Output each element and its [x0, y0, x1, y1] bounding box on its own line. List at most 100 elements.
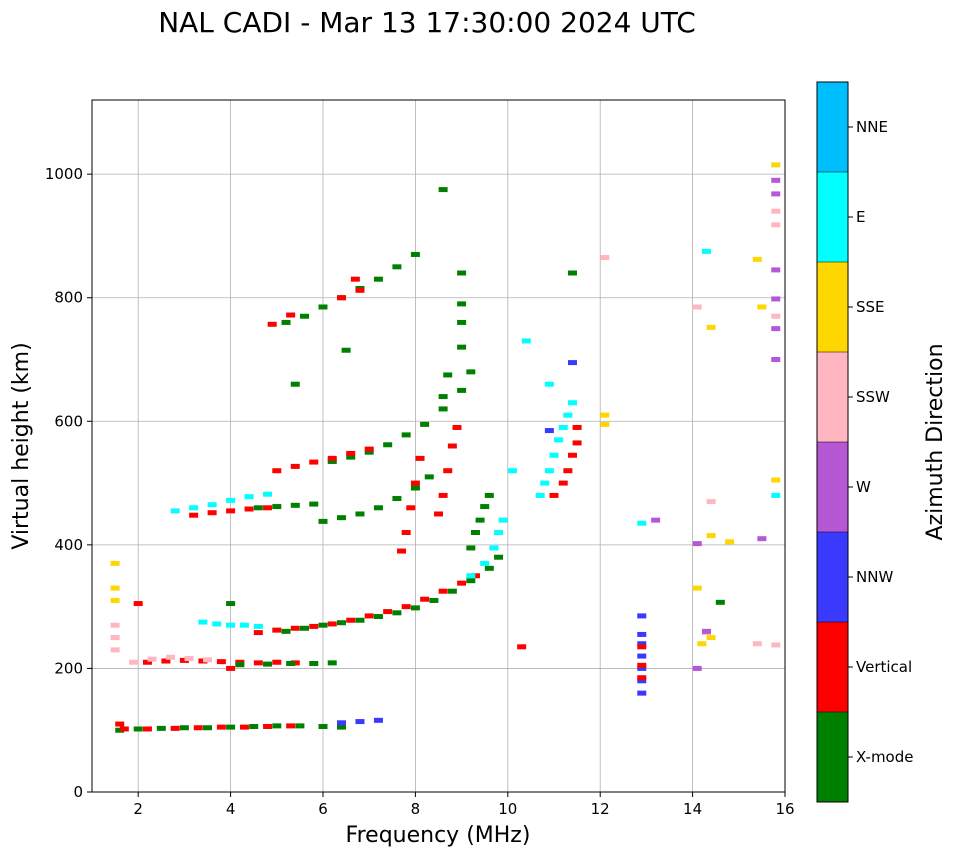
- echo-point: [470, 530, 480, 535]
- echo-point: [392, 496, 402, 502]
- echo-point: [771, 313, 781, 319]
- trace-e: [466, 517, 508, 579]
- echo-point: [549, 452, 559, 458]
- echo-point: [692, 304, 702, 310]
- echo-point: [392, 610, 402, 616]
- gridlines: [92, 100, 786, 793]
- echo-point: [350, 276, 360, 282]
- echo-point: [373, 505, 383, 511]
- echo-point: [544, 468, 554, 474]
- echo-point: [706, 324, 716, 330]
- echo-point: [133, 726, 143, 732]
- echo-point: [457, 344, 467, 350]
- trace-nnw: [336, 717, 383, 726]
- colorbar-tick-label: W: [856, 478, 871, 496]
- echo-point: [637, 644, 647, 650]
- echo-point: [424, 474, 434, 480]
- echo-point: [434, 511, 443, 517]
- echo-point: [355, 617, 365, 623]
- echo-point: [355, 511, 365, 517]
- plot-area: 2 4 6 8 10 12 14 16 0 200 400 600 800 1000: [45, 99, 795, 818]
- colorbar-swatch: [817, 82, 848, 172]
- echo-point: [281, 628, 291, 634]
- echo-point: [290, 625, 300, 631]
- echo-point: [286, 660, 296, 666]
- y-axis-ticks: 0 200 400 600 800 1000: [45, 165, 92, 801]
- trace-e: [170, 491, 273, 514]
- echo-point: [457, 387, 467, 393]
- echo-point: [226, 724, 236, 730]
- trace-e: [507, 248, 781, 526]
- echo-point: [410, 251, 420, 257]
- colorbar-tick-label: NNW: [856, 568, 893, 586]
- colorbar-tick-label: SSE: [856, 298, 885, 316]
- echo-point: [410, 605, 420, 611]
- echo-point: [336, 295, 346, 301]
- echo-point: [715, 599, 725, 605]
- echo-point: [706, 533, 716, 539]
- echo-point: [327, 621, 337, 627]
- echo-point: [110, 585, 120, 591]
- echo-point: [410, 480, 420, 486]
- echo-point: [216, 659, 226, 665]
- echo-point: [170, 725, 180, 731]
- echo-point: [415, 455, 425, 461]
- echo-point: [447, 588, 457, 594]
- echo-point: [447, 443, 457, 449]
- echo-point: [507, 468, 517, 474]
- echo-point: [226, 665, 236, 671]
- echo-point: [226, 508, 236, 514]
- echo-point: [110, 560, 120, 566]
- echo-point: [438, 588, 448, 594]
- echo-point: [115, 721, 125, 727]
- echo-point: [637, 641, 647, 647]
- echo-point: [706, 499, 716, 505]
- echo-point: [420, 421, 430, 427]
- echo-point: [457, 301, 467, 307]
- echo-point: [535, 492, 545, 498]
- trace-nnw: [637, 613, 647, 696]
- colorbar-tick-label: X-mode: [856, 748, 913, 766]
- echo-point: [179, 725, 189, 731]
- echo-point: [290, 502, 300, 508]
- echo-point: [443, 372, 453, 378]
- y-tick-label: 800: [54, 289, 83, 307]
- echo-point: [286, 723, 296, 729]
- echo-point: [406, 505, 416, 511]
- echo-point: [480, 560, 490, 566]
- trace-x-mode: [466, 492, 494, 551]
- echo-point: [558, 480, 568, 486]
- echo-point: [341, 347, 351, 353]
- echo-point: [757, 536, 767, 542]
- echo-point: [133, 601, 143, 607]
- echo-point: [309, 623, 319, 629]
- echo-point: [697, 641, 707, 647]
- echo-point: [544, 381, 554, 387]
- echo-traces: [110, 162, 781, 733]
- echo-point: [692, 541, 702, 547]
- echo-point: [336, 620, 346, 626]
- echo-point: [401, 432, 411, 438]
- trace-vertical: [253, 573, 480, 636]
- echo-point: [600, 412, 610, 418]
- echo-point: [484, 492, 494, 498]
- y-tick-label: 0: [73, 783, 83, 801]
- echo-point: [692, 585, 702, 591]
- echo-point: [290, 660, 300, 666]
- echo-point: [290, 381, 300, 387]
- y-axis-label: Virtual height (km): [9, 342, 34, 549]
- echo-point: [170, 508, 180, 514]
- trace-x-mode: [327, 369, 476, 464]
- echo-point: [239, 622, 249, 628]
- echo-point: [346, 617, 356, 623]
- echo-point: [203, 657, 212, 663]
- echo-point: [110, 622, 120, 628]
- echo-point: [420, 596, 430, 602]
- trace-vertical: [397, 455, 425, 554]
- echo-point: [392, 264, 402, 270]
- echo-point: [286, 312, 296, 318]
- echo-point: [300, 625, 310, 631]
- colorbar-label: Azimuth Direction: [923, 343, 948, 540]
- echo-point: [540, 480, 550, 486]
- echo-point: [567, 270, 577, 276]
